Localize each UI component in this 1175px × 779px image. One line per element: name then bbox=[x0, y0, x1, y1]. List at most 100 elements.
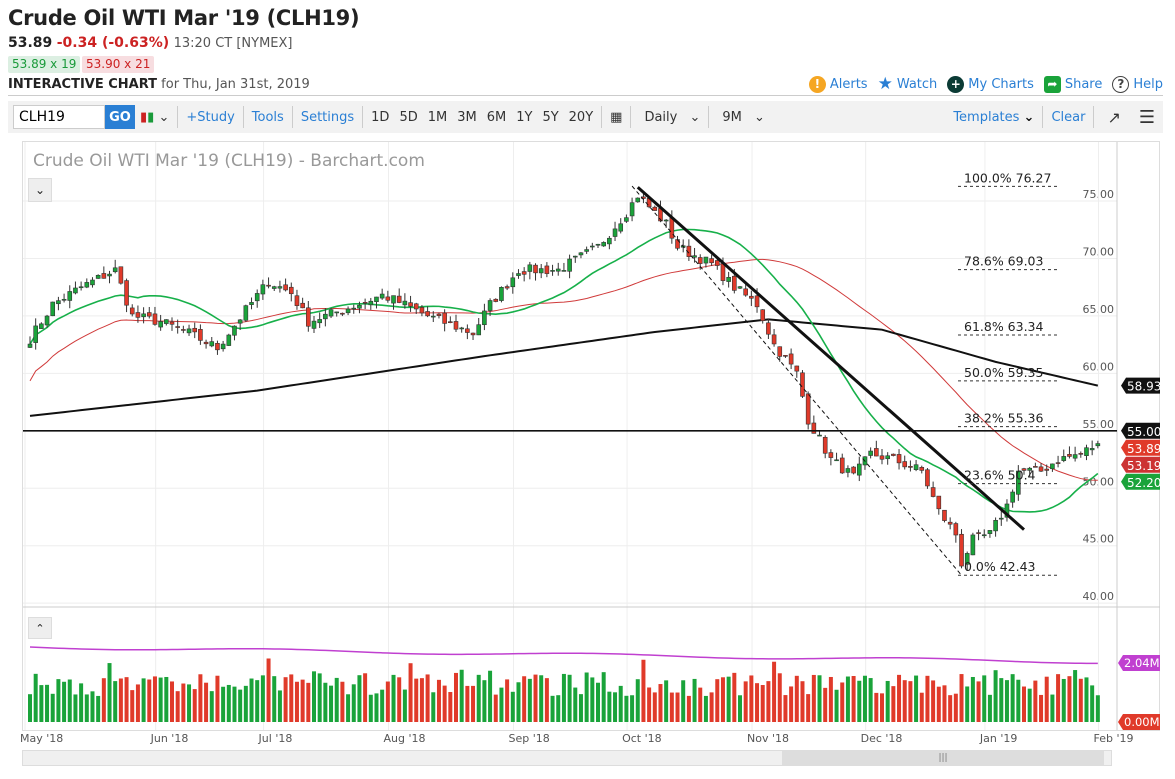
volume-bar bbox=[431, 692, 436, 722]
collapse-volume-pane-button[interactable]: ⌃ bbox=[28, 617, 52, 639]
candle-body bbox=[283, 284, 288, 291]
volume-bar bbox=[368, 694, 373, 722]
tools-button[interactable]: Tools bbox=[251, 109, 284, 125]
chevron-up-icon: ⌃ bbox=[35, 621, 45, 635]
volume-bar bbox=[306, 682, 311, 722]
volume-bar bbox=[936, 686, 941, 722]
go-button[interactable]: GO bbox=[105, 105, 135, 129]
calendar-icon[interactable]: ▦ bbox=[610, 109, 623, 125]
volume-bar bbox=[1090, 685, 1095, 722]
candle-body bbox=[215, 343, 220, 351]
alerts-link[interactable]: ! Alerts bbox=[808, 75, 868, 93]
range-1d[interactable]: 1D bbox=[371, 109, 390, 125]
my-charts-link[interactable]: + My Charts bbox=[947, 75, 1034, 93]
volume-bar bbox=[101, 678, 106, 722]
candle-body bbox=[533, 264, 538, 274]
range-20y[interactable]: 20Y bbox=[568, 109, 594, 125]
volume-bar bbox=[67, 679, 72, 722]
volume-bar bbox=[346, 694, 351, 722]
candle-body bbox=[1072, 454, 1078, 459]
symbol-input[interactable] bbox=[13, 105, 105, 129]
candle-body bbox=[1055, 462, 1061, 464]
candle-body bbox=[67, 291, 73, 301]
volume-bar bbox=[1022, 686, 1026, 722]
chart-type-button[interactable]: ▮▮ ⌄ bbox=[135, 110, 174, 125]
volume-bar bbox=[868, 678, 873, 722]
candle-body bbox=[146, 312, 152, 317]
candle-body bbox=[709, 258, 714, 264]
volume-bar bbox=[340, 681, 345, 722]
volume-bar bbox=[289, 674, 294, 722]
collapse-price-pane-button[interactable]: ⌄ bbox=[28, 178, 52, 202]
volume-bar bbox=[39, 685, 44, 722]
price-label-text: 52.20 bbox=[1127, 476, 1161, 490]
page-title: Crude Oil WTI Mar '19 (CLH19) bbox=[8, 6, 360, 30]
volume-bar bbox=[1084, 677, 1089, 722]
price-label-tag bbox=[1121, 439, 1160, 456]
candle-body bbox=[237, 319, 243, 324]
volume-bar bbox=[777, 673, 782, 722]
candle-body bbox=[482, 310, 487, 326]
share-link[interactable]: ➦ Share bbox=[1043, 75, 1102, 93]
candle-body bbox=[1050, 463, 1055, 470]
volume-bar bbox=[556, 695, 561, 722]
candle-body bbox=[732, 275, 737, 291]
volume-bar bbox=[113, 681, 118, 722]
candle-body bbox=[1027, 467, 1032, 471]
fib-level-label: 100.0% 76.27 bbox=[964, 170, 1051, 185]
volume-bar bbox=[1056, 674, 1061, 722]
candle-body bbox=[254, 293, 260, 302]
candle-body bbox=[135, 312, 141, 318]
divider bbox=[8, 95, 1163, 96]
header-links: ! Alerts ★ Watch + My Charts ➦ Share ? Help bbox=[808, 74, 1163, 94]
range-5y[interactable]: 5Y bbox=[542, 109, 559, 125]
star-icon: ★ bbox=[877, 74, 893, 94]
price-label-tag bbox=[1121, 422, 1160, 439]
candle-body bbox=[453, 321, 459, 330]
candle-body bbox=[612, 228, 618, 237]
range-1y[interactable]: 1Y bbox=[516, 109, 533, 125]
settings-button[interactable]: Settings bbox=[300, 109, 355, 125]
x-tick-label: Oct '18 bbox=[622, 732, 662, 745]
candle-body bbox=[306, 307, 311, 327]
divider bbox=[242, 106, 244, 128]
candle-body bbox=[413, 303, 419, 310]
watch-link[interactable]: ★ Watch bbox=[878, 74, 938, 94]
period-select[interactable]: 9M ⌄ bbox=[712, 110, 770, 125]
volume-bar bbox=[33, 673, 38, 722]
candle-body bbox=[1089, 448, 1095, 451]
help-link[interactable]: ? Help bbox=[1112, 75, 1163, 93]
candle-body bbox=[436, 313, 442, 316]
candle-body bbox=[595, 243, 601, 246]
range-5d[interactable]: 5D bbox=[399, 109, 418, 125]
candle-body bbox=[169, 321, 175, 325]
range-1m[interactable]: 1M bbox=[427, 109, 448, 125]
divider bbox=[362, 106, 364, 128]
candle-body bbox=[243, 305, 249, 321]
candle-body bbox=[470, 332, 476, 336]
candle-body bbox=[1004, 503, 1010, 518]
expand-icon[interactable]: ↗ bbox=[1107, 107, 1121, 127]
chart-title: Crude Oil WTI Mar '19 (CLH19) - Barchart… bbox=[33, 151, 425, 171]
candle-body bbox=[874, 448, 879, 457]
range-6m[interactable]: 6M bbox=[486, 109, 507, 125]
templates-button[interactable]: Templates ⌄ bbox=[948, 110, 1039, 125]
fib-level-label: 78.6% 69.03 bbox=[964, 254, 1043, 269]
volume-bar bbox=[459, 669, 464, 722]
volume-bar bbox=[902, 680, 907, 722]
candle-body bbox=[618, 223, 624, 232]
study-button[interactable]: +Study bbox=[186, 109, 235, 125]
volume-bar bbox=[993, 670, 998, 722]
volume-bar bbox=[255, 680, 260, 722]
divider bbox=[601, 106, 603, 128]
interval-select[interactable]: Daily ⌄ bbox=[634, 110, 705, 125]
volume-bar bbox=[124, 677, 129, 722]
clear-button[interactable]: Clear bbox=[1051, 109, 1086, 125]
candle-body bbox=[391, 295, 396, 304]
range-3m[interactable]: 3M bbox=[457, 109, 477, 125]
volume-bar bbox=[539, 675, 544, 722]
candle-body bbox=[385, 296, 391, 301]
menu-icon[interactable]: ☰ bbox=[1138, 106, 1155, 128]
scrollbar-thumb[interactable]: ||| bbox=[782, 751, 1104, 765]
